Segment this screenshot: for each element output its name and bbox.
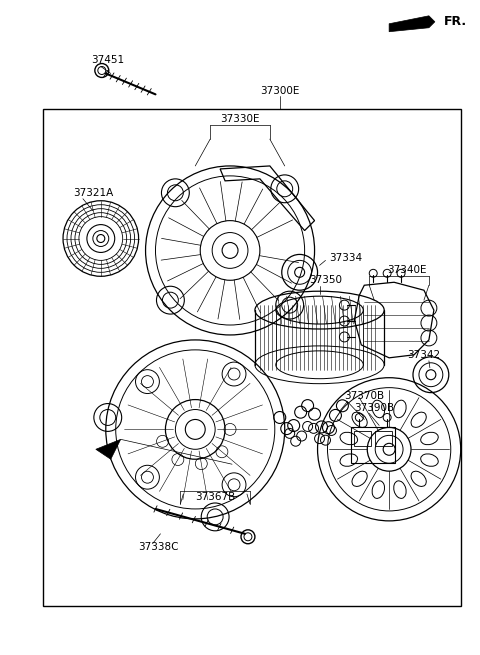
Polygon shape — [389, 16, 435, 31]
Text: FR.: FR. — [444, 15, 467, 28]
Text: 37370B: 37370B — [344, 390, 384, 401]
Text: 37342: 37342 — [407, 350, 440, 360]
Text: 37390B: 37390B — [354, 403, 395, 413]
Text: 37330E: 37330E — [220, 114, 260, 124]
Text: 37367B: 37367B — [195, 492, 235, 502]
Text: 37350: 37350 — [310, 275, 343, 286]
Bar — [354, 432, 371, 446]
Text: 37338C: 37338C — [139, 542, 179, 552]
Text: 37334: 37334 — [329, 253, 362, 263]
Text: 37321A: 37321A — [73, 188, 113, 198]
Polygon shape — [96, 440, 120, 459]
Bar — [351, 428, 395, 463]
Bar — [43, 109, 461, 607]
Text: 37300E: 37300E — [260, 86, 300, 96]
Text: 37340E: 37340E — [387, 265, 427, 275]
Text: 37451: 37451 — [91, 54, 124, 65]
Bar — [375, 432, 392, 446]
